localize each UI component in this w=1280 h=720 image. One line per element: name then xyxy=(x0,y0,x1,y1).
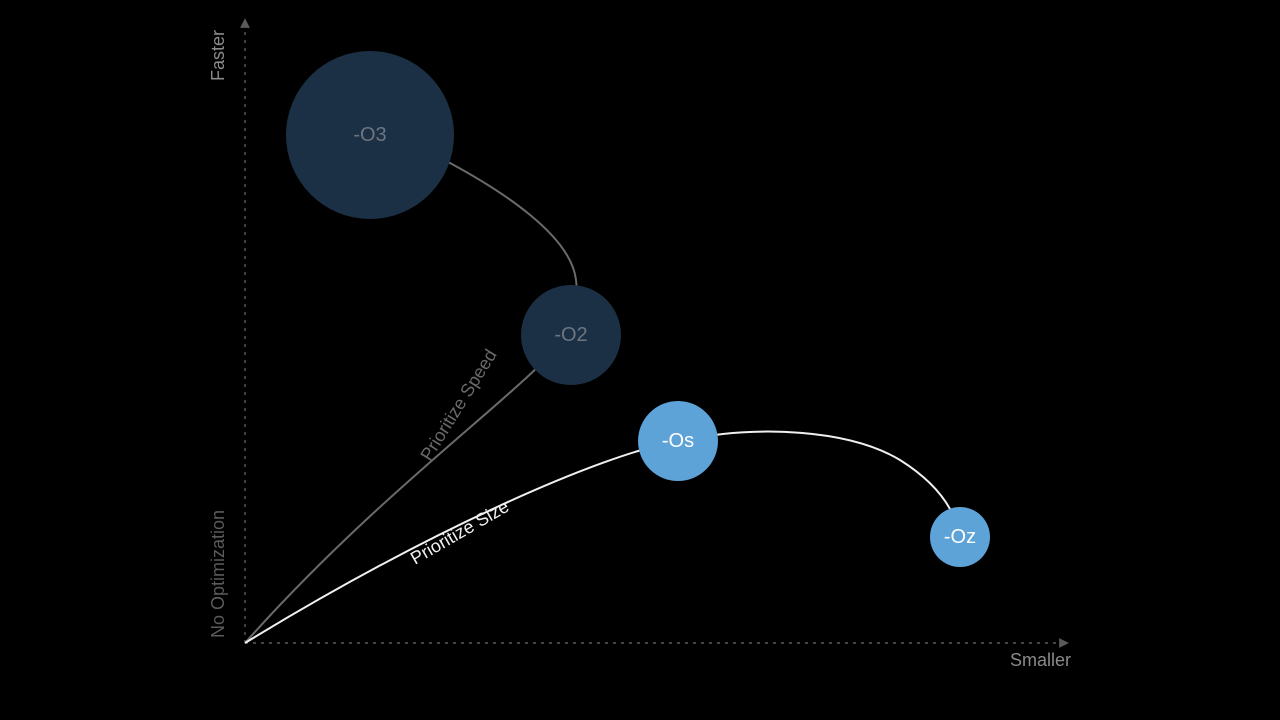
speed-curve-label: Prioritize Speed xyxy=(416,346,500,464)
node-O3-label: -O3 xyxy=(353,124,386,146)
node-O2-label: -O2 xyxy=(554,324,587,346)
x-axis-label: Smaller xyxy=(1010,650,1071,670)
optimization-tradeoff-chart: -O3 -O2 -Os -Oz Prioritize Speed Priorit… xyxy=(0,0,1280,720)
origin-label: No Optimization xyxy=(208,510,228,638)
node-Oz-label: -Oz xyxy=(944,526,976,548)
size-curve xyxy=(245,432,960,643)
node-O2: -O2 xyxy=(521,285,621,385)
y-axis-label: Faster xyxy=(208,30,228,81)
node-Os: -Os xyxy=(638,401,718,481)
node-Os-label: -Os xyxy=(662,430,694,452)
node-Oz: -Oz xyxy=(930,507,990,567)
node-O3: -O3 xyxy=(286,51,454,219)
size-curve-label: Prioritize Size xyxy=(407,496,512,568)
